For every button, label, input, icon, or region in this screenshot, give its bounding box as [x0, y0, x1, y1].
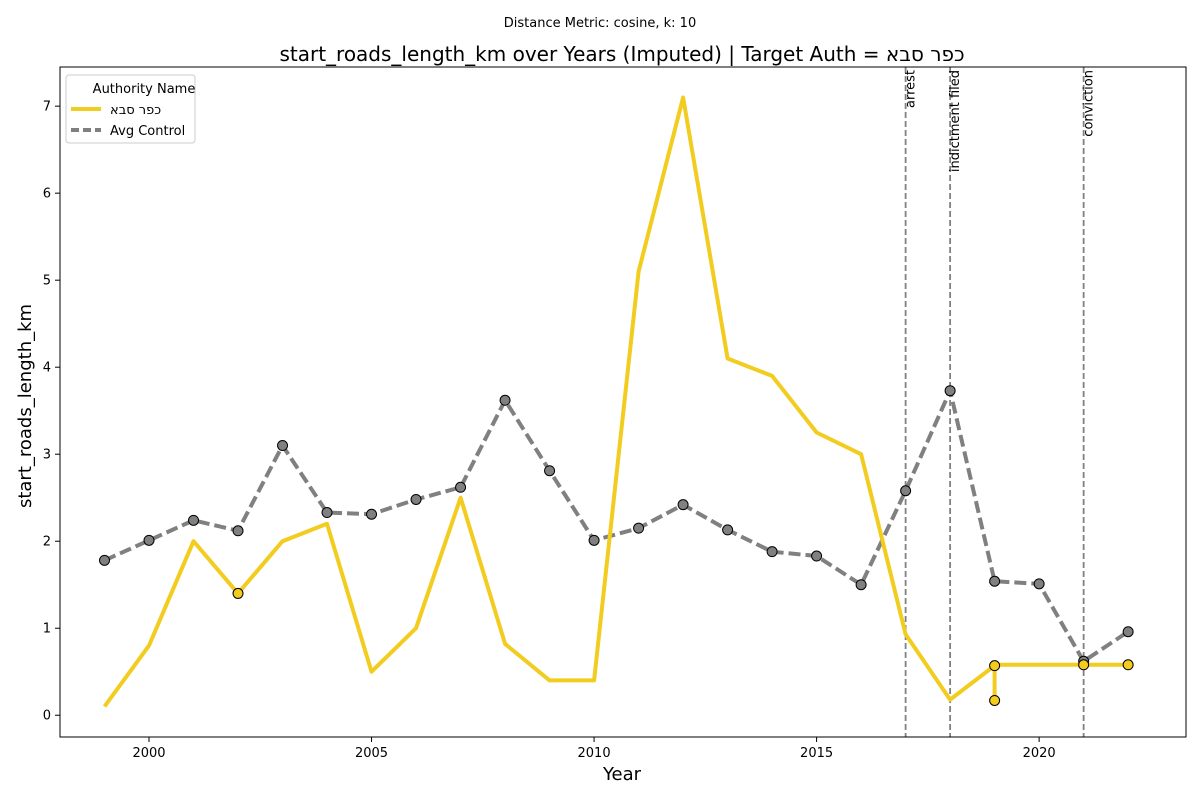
data-point-avg-control [188, 514, 200, 526]
data-point-avg-control [410, 493, 422, 505]
x-tick-label: 2005 [355, 746, 388, 761]
data-point-avg-control [499, 394, 511, 406]
data-point-target [989, 694, 1001, 706]
data-point-target [1122, 659, 1134, 671]
legend-title: Authority Name [93, 82, 196, 97]
x-tick-label: 2020 [1023, 746, 1056, 761]
x-tick-label: 2000 [132, 746, 165, 761]
x-tick-label: 2015 [800, 746, 833, 761]
data-point-avg-control [633, 522, 645, 534]
data-point-avg-control [143, 534, 155, 546]
legend-box [65, 74, 196, 144]
data-point-avg-control [366, 508, 378, 520]
data-point-avg-control [811, 550, 823, 562]
data-point-avg-control [277, 440, 289, 452]
event-label: arrest [904, 70, 919, 108]
data-point-avg-control [944, 385, 956, 397]
y-tick-label: 1 [43, 622, 51, 637]
legend: Authority Name כפר סבא Avg Control [65, 74, 196, 144]
data-point-avg-control [677, 499, 689, 511]
data-point-avg-control [1122, 626, 1134, 638]
event-label: indictment filed [948, 70, 963, 172]
data-point-avg-control [989, 575, 1001, 587]
y-tick-label: 5 [43, 274, 51, 289]
y-tick-label: 2 [43, 535, 51, 550]
chart-title: start_roads_length_km over Years (Impute… [279, 42, 964, 66]
plot-frame [59, 66, 1187, 738]
x-axis-label: Year [602, 764, 642, 785]
data-point-avg-control [588, 534, 600, 546]
plot-area: arrest indictment filed conviction 2000 2005… [43, 66, 1187, 761]
data-point-avg-control [722, 524, 734, 536]
data-point-avg-control [232, 525, 244, 537]
y-tick-label: 4 [43, 361, 51, 376]
data-point-target [989, 660, 1001, 672]
data-point-avg-control [900, 485, 912, 497]
data-point-avg-control [766, 546, 778, 558]
legend-label-avg-control: Avg Control [110, 124, 185, 139]
data-point-avg-control [855, 579, 867, 591]
y-tick-label: 6 [43, 187, 51, 202]
series-line-avg-control [103, 388, 1130, 664]
x-tick-label: 2010 [578, 746, 611, 761]
event-label: conviction [1082, 70, 1097, 137]
y-tick-label: 0 [43, 709, 51, 724]
y-axis-label: start_roads_length_km [15, 304, 36, 508]
data-point-avg-control [544, 465, 556, 477]
data-point-avg-control [321, 507, 333, 519]
y-tick-label: 3 [43, 448, 51, 463]
data-point-avg-control [99, 554, 111, 566]
y-tick-label: 7 [43, 100, 51, 115]
series-line-target [102, 95, 1129, 708]
data-point-target [232, 587, 244, 599]
data-point-avg-control [455, 481, 467, 493]
data-point-avg-control [1033, 578, 1045, 590]
chart-suptitle: Distance Metric: cosine, k: 10 [504, 16, 696, 31]
legend-label-target: כפר סבא [110, 103, 161, 118]
data-point-target [1078, 659, 1090, 671]
